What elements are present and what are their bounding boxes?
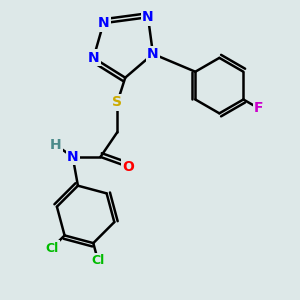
Text: N: N — [67, 150, 79, 164]
Text: N: N — [147, 47, 159, 61]
Text: Cl: Cl — [91, 254, 104, 267]
Text: F: F — [254, 101, 264, 116]
Text: S: S — [112, 95, 122, 110]
Text: N: N — [142, 10, 154, 24]
Text: H: H — [50, 138, 62, 152]
Text: N: N — [98, 16, 109, 30]
Text: Cl: Cl — [45, 242, 58, 254]
Text: O: O — [122, 160, 134, 174]
Text: N: N — [88, 51, 99, 65]
